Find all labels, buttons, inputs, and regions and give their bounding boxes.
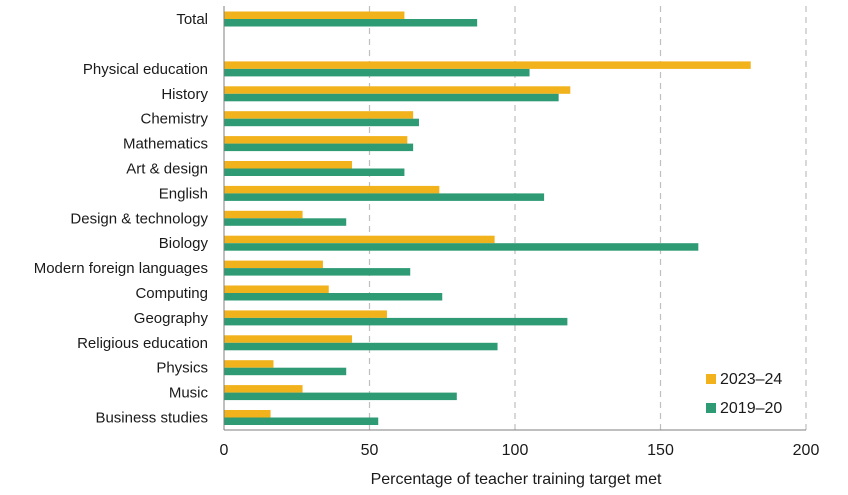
category-label: Art & design (126, 161, 208, 178)
category-labels: Total Physical education History Chemistry M… (34, 11, 209, 427)
bar-series-2 (224, 93, 559, 102)
category-label: Physics (156, 360, 208, 377)
bar-series-1 (224, 360, 274, 368)
bar-series-2 (224, 168, 405, 176)
x-tick-labels: 0 50 100 150 200 (220, 442, 820, 459)
category-label: Music (169, 385, 209, 402)
category-label: Design & technology (70, 210, 208, 227)
bar-series-2 (224, 218, 347, 226)
bar-series-1 (224, 11, 405, 19)
bar-series-1 (224, 210, 303, 219)
bar-series-2 (224, 342, 498, 351)
x-axis-label: Percentage of teacher training target me… (371, 471, 662, 488)
legend-label: 2023–24 (720, 371, 782, 388)
bar-series-2 (224, 19, 478, 27)
category-label: Physical education (83, 61, 208, 78)
x-tick-label: 0 (220, 442, 229, 459)
bar-series-1 (224, 235, 495, 244)
bar-series-1 (224, 385, 303, 393)
category-label: Computing (135, 285, 208, 302)
legend: 2023–24 2019–20 (706, 371, 782, 417)
bar-series-1 (224, 310, 387, 318)
bar-series-1 (224, 161, 353, 169)
x-tick-label: 200 (793, 442, 820, 459)
category-label: Business studies (95, 410, 208, 427)
bar-series-2 (224, 268, 411, 276)
bar-series-1 (224, 335, 353, 343)
category-label: Mathematics (123, 136, 208, 153)
legend-swatch (706, 403, 716, 413)
bar-series-1 (224, 185, 440, 194)
bar-series-1 (224, 410, 271, 418)
bar-series-2 (224, 118, 419, 127)
category-label: English (159, 185, 208, 202)
bars (224, 11, 751, 425)
bar-series-2 (224, 417, 379, 425)
bar-series-1 (224, 260, 323, 269)
bar-series-2 (224, 293, 443, 301)
bar-series-2 (224, 193, 545, 201)
category-label: Chemistry (140, 111, 208, 128)
category-label: Religious education (77, 335, 208, 352)
bar-series-2 (224, 317, 568, 326)
x-tick-label: 150 (647, 442, 674, 459)
bar-series-1 (224, 111, 414, 119)
legend-swatch (706, 374, 716, 384)
category-label: Biology (159, 235, 209, 252)
category-label: History (161, 86, 208, 103)
x-tick-label: 100 (502, 442, 529, 459)
x-tick-label: 50 (361, 442, 379, 459)
category-label: Modern foreign languages (34, 260, 208, 277)
bar-series-1 (224, 86, 571, 94)
bar-series-2 (224, 68, 530, 77)
category-label: Total (176, 11, 208, 28)
bar-series-1 (224, 136, 408, 144)
category-label: Geography (134, 310, 209, 327)
gridlines (368, 6, 807, 430)
bar-series-2 (224, 367, 347, 376)
bar-series-1 (224, 61, 751, 69)
legend-label: 2019–20 (720, 400, 782, 417)
bar-series-1 (224, 285, 329, 293)
bar-series-2 (224, 392, 457, 401)
bar-series-2 (224, 243, 699, 251)
bar-series-2 (224, 143, 414, 152)
axes (223, 6, 806, 431)
